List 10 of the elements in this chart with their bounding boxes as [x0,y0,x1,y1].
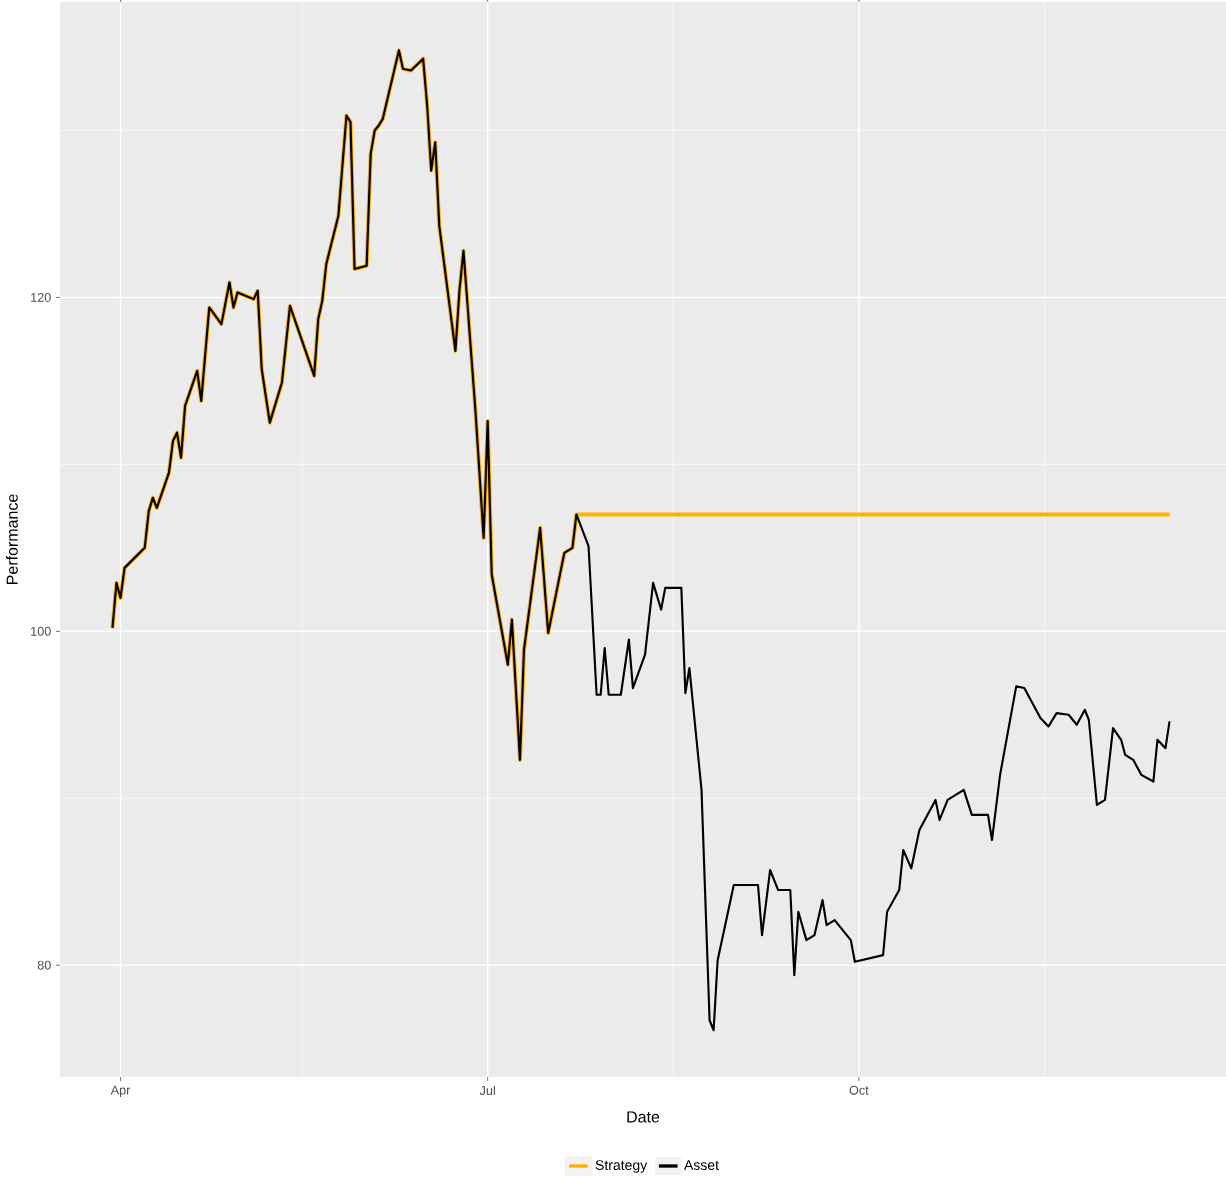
y-tick-label: 100 [31,626,51,636]
y-tick-label: 120 [31,292,51,302]
y-axis-title: Performance [6,494,18,584]
legend-label: Asset [683,1160,719,1170]
x-tick-label: Oct [849,1085,869,1095]
y-tick-label: 80 [37,960,51,970]
legend-label: Strategy [595,1160,648,1173]
x-tick-label: Jul [479,1085,495,1096]
x-axis-title: Date [627,1111,660,1123]
x-tick-label: Apr [110,1085,131,1098]
